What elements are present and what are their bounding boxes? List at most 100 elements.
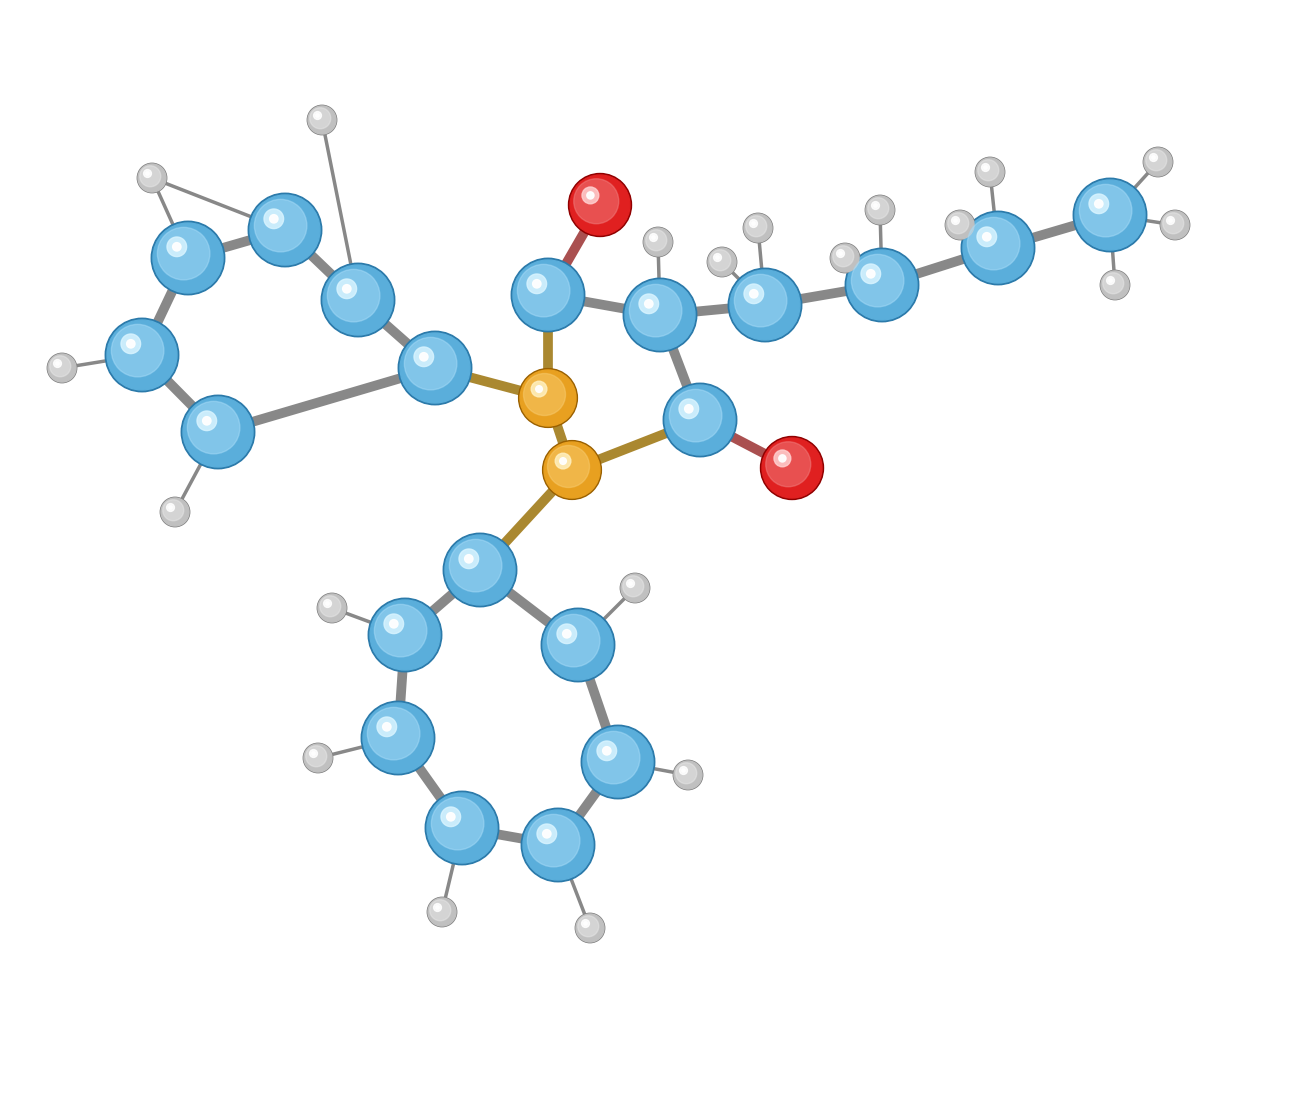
Circle shape <box>852 255 903 307</box>
Circle shape <box>316 114 320 117</box>
Circle shape <box>685 405 693 413</box>
Circle shape <box>428 897 456 927</box>
Circle shape <box>1075 180 1145 250</box>
Circle shape <box>676 762 697 784</box>
Circle shape <box>751 221 755 225</box>
Circle shape <box>1162 213 1184 234</box>
Circle shape <box>542 829 551 838</box>
Circle shape <box>441 807 460 827</box>
Circle shape <box>978 160 998 180</box>
Circle shape <box>867 269 875 278</box>
Circle shape <box>430 899 451 920</box>
Circle shape <box>984 166 987 169</box>
Circle shape <box>983 233 991 242</box>
Circle shape <box>363 703 433 774</box>
Circle shape <box>629 582 632 585</box>
Circle shape <box>746 216 767 237</box>
Circle shape <box>744 214 772 242</box>
Circle shape <box>577 916 599 937</box>
Circle shape <box>666 385 734 455</box>
Circle shape <box>426 792 497 863</box>
Circle shape <box>307 106 337 135</box>
Circle shape <box>328 269 380 322</box>
Circle shape <box>1144 148 1173 176</box>
Circle shape <box>153 223 224 293</box>
Circle shape <box>160 498 190 526</box>
Circle shape <box>581 726 655 799</box>
Circle shape <box>716 256 719 259</box>
Circle shape <box>162 500 183 521</box>
Circle shape <box>976 158 1004 186</box>
Circle shape <box>644 227 672 257</box>
Circle shape <box>588 731 640 784</box>
Circle shape <box>420 353 428 361</box>
Circle shape <box>961 211 1035 285</box>
Circle shape <box>582 187 599 204</box>
Circle shape <box>533 279 541 288</box>
Circle shape <box>303 743 333 772</box>
Circle shape <box>49 356 70 376</box>
Circle shape <box>670 390 722 442</box>
Circle shape <box>326 602 329 605</box>
Circle shape <box>597 741 616 760</box>
Circle shape <box>1079 185 1132 237</box>
Circle shape <box>166 503 174 512</box>
Circle shape <box>576 914 604 943</box>
Circle shape <box>1161 211 1190 239</box>
Circle shape <box>866 196 894 224</box>
Circle shape <box>517 265 569 317</box>
Circle shape <box>543 442 601 498</box>
Circle shape <box>382 722 391 731</box>
Circle shape <box>644 228 672 256</box>
Circle shape <box>404 337 456 390</box>
Circle shape <box>264 209 283 228</box>
Circle shape <box>269 215 278 223</box>
Circle shape <box>838 252 842 255</box>
Circle shape <box>750 219 758 227</box>
Circle shape <box>543 610 614 680</box>
Circle shape <box>573 179 619 224</box>
Circle shape <box>679 398 698 418</box>
Circle shape <box>1089 194 1109 214</box>
Circle shape <box>255 199 307 252</box>
Circle shape <box>623 575 644 597</box>
Circle shape <box>361 701 434 775</box>
Circle shape <box>651 236 655 239</box>
Circle shape <box>322 265 393 335</box>
Circle shape <box>343 285 351 293</box>
Circle shape <box>584 922 588 925</box>
Circle shape <box>556 624 577 643</box>
Circle shape <box>555 453 571 469</box>
Circle shape <box>948 213 968 234</box>
Circle shape <box>173 243 181 252</box>
Circle shape <box>537 824 556 844</box>
Circle shape <box>874 204 878 207</box>
Circle shape <box>157 227 209 279</box>
Circle shape <box>586 191 594 199</box>
Circle shape <box>183 397 254 467</box>
Circle shape <box>445 535 515 605</box>
Circle shape <box>1161 210 1190 239</box>
Circle shape <box>526 274 546 294</box>
Circle shape <box>146 171 150 175</box>
Circle shape <box>459 549 478 569</box>
Circle shape <box>629 285 682 337</box>
Circle shape <box>520 370 576 426</box>
Circle shape <box>447 812 455 821</box>
Circle shape <box>945 210 975 239</box>
Circle shape <box>569 175 630 235</box>
Circle shape <box>1101 270 1128 299</box>
Circle shape <box>140 166 161 187</box>
Circle shape <box>963 213 1034 283</box>
Circle shape <box>511 258 585 332</box>
Circle shape <box>126 339 135 348</box>
Circle shape <box>975 157 1005 187</box>
Circle shape <box>568 174 632 236</box>
Circle shape <box>161 498 188 526</box>
Circle shape <box>744 284 763 304</box>
Circle shape <box>1169 219 1173 223</box>
Circle shape <box>1166 217 1174 225</box>
Circle shape <box>673 761 702 789</box>
Circle shape <box>831 244 859 272</box>
Circle shape <box>138 164 166 193</box>
